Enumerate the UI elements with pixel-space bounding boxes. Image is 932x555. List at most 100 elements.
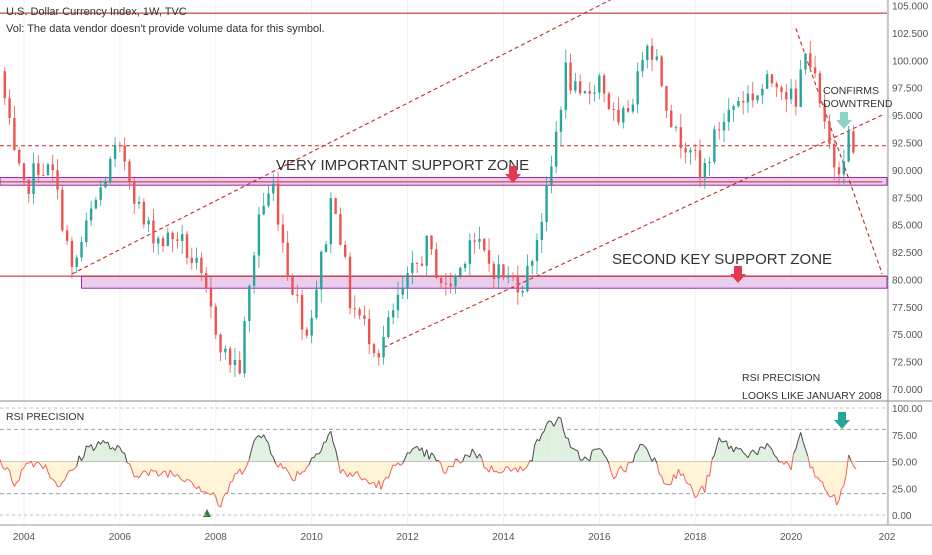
candle-body (200, 258, 202, 273)
rsi-line-segment (484, 468, 486, 469)
rsi-fill (829, 462, 831, 497)
rsi-fill (158, 462, 160, 477)
chart-title: U.S. Dollar Currency Index, 1W, TVC (6, 6, 187, 18)
up-arrow-icon (203, 509, 211, 517)
rsi-fill (194, 462, 196, 489)
rsi-fill (559, 417, 561, 462)
candle-body (253, 256, 255, 286)
candle-body (449, 284, 451, 287)
candle-body (684, 148, 686, 152)
rsi-fill (201, 462, 203, 492)
rsi-fill (547, 421, 549, 462)
candle-body (608, 93, 610, 109)
candle-body (325, 244, 327, 251)
candle-body (852, 131, 854, 152)
rsi-fill (707, 462, 709, 477)
candle-body (426, 236, 428, 266)
rsi-tick-label: 0.00 (892, 511, 912, 522)
time-tick-label: 202 (879, 532, 896, 543)
rsi-fill (261, 435, 263, 462)
candle-body (780, 87, 782, 92)
time-tick-label: 2014 (492, 532, 515, 543)
candle-body (752, 94, 754, 101)
candle-body (210, 288, 212, 306)
candle-body (675, 127, 677, 128)
rsi-fill (324, 442, 326, 462)
candle-body (282, 225, 284, 243)
candle-body (28, 180, 30, 194)
rsi-fill (58, 462, 60, 487)
support-zone-label: SECOND KEY SUPPORT ZONE (612, 251, 832, 268)
candle-body (435, 249, 437, 278)
candle-body (181, 234, 183, 241)
rsi-fill (144, 462, 146, 472)
rsi-fill (364, 462, 366, 481)
price-tick-label: 97.500 (892, 84, 923, 95)
rsi-fill (259, 435, 261, 461)
candle-body (272, 184, 274, 194)
rsi-line-segment (393, 465, 395, 466)
candle-body (699, 150, 701, 178)
rsi-fill (197, 462, 199, 489)
rsi-fill (328, 431, 330, 461)
rsi-fill (225, 462, 227, 494)
candle-body (378, 353, 380, 357)
candle-body (545, 185, 547, 222)
support-zone (82, 276, 887, 288)
candle-body (469, 240, 471, 264)
price-tick-label: 105.000 (892, 1, 929, 12)
candle-body (483, 239, 485, 250)
rsi-fill (189, 462, 191, 483)
candle-body (531, 261, 533, 266)
candle-body (521, 291, 523, 292)
candle-body (66, 230, 68, 241)
price-tick-label: 87.500 (892, 193, 923, 204)
candle-body (56, 170, 58, 189)
rsi-fill (554, 422, 556, 462)
rsi-fill (105, 442, 107, 461)
candle-body (689, 150, 691, 152)
price-tick-label: 82.500 (892, 248, 923, 259)
rsi-tick-label: 25.00 (892, 484, 917, 495)
candle-body (128, 161, 130, 181)
rsi-fill (549, 421, 551, 462)
candle-body (656, 56, 658, 59)
rsi-line-segment (664, 484, 666, 485)
candle-body (847, 131, 849, 161)
candle-body (478, 239, 480, 242)
rsi-fill (62, 462, 64, 483)
candle-body (90, 208, 92, 220)
candle-body (205, 273, 207, 288)
candle-body (167, 233, 169, 247)
candle-body (708, 162, 710, 163)
candle-body (37, 163, 39, 175)
price-tick-label: 95.000 (892, 111, 923, 122)
price-tick-label: 92.500 (892, 138, 923, 149)
trend-line (796, 28, 882, 273)
rsi-fill (566, 438, 568, 462)
rsi-fill (738, 448, 740, 461)
rsi-fill (415, 446, 417, 461)
time-tick-label: 2008 (205, 532, 228, 543)
rsi-fill (499, 462, 501, 474)
support-zone-label: VERY IMPORTANT SUPPORT ZONE (276, 157, 529, 174)
rsi-fill (386, 462, 388, 479)
candle-body (219, 335, 221, 353)
rsi-fill (369, 462, 371, 484)
price-tick-label: 85.000 (892, 221, 923, 232)
candle-body (574, 81, 576, 90)
rsi-fill (412, 448, 414, 462)
candle-body (550, 167, 552, 185)
candle-body (61, 190, 63, 231)
candle-body (473, 240, 475, 241)
candle-body (555, 132, 557, 167)
rsi-fill (103, 440, 105, 461)
candle-body (176, 239, 178, 241)
rsi-fill (209, 462, 211, 495)
candle-body (680, 127, 682, 148)
candle-body (368, 319, 370, 344)
time-tick-label: 2010 (301, 532, 324, 543)
rsi-fill (448, 462, 450, 467)
rsi-fill (700, 462, 702, 490)
